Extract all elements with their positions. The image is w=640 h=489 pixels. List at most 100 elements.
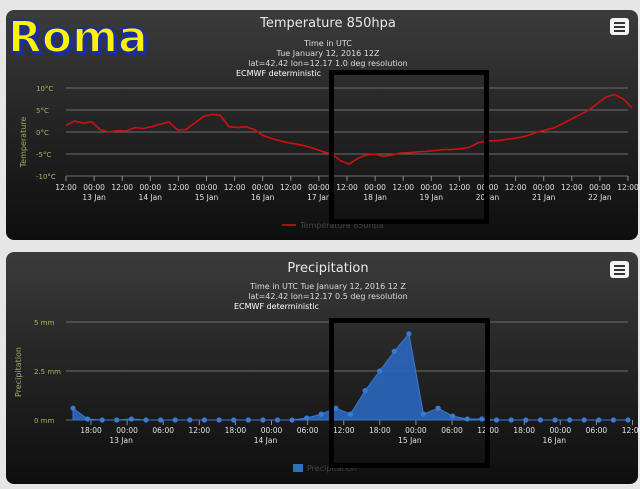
precipitation-data-point[interactable] (201, 417, 207, 423)
precipitation-x-tick-label: 18:00 (513, 426, 535, 435)
precipitation-x-tick-label: 00:00 (549, 426, 571, 435)
temperature-x-tick-label: 12:00 (617, 183, 638, 192)
precipitation-data-point[interactable] (523, 417, 529, 423)
precipitation-x-tick-label: 18:00 (369, 426, 391, 435)
temperature-x-tick-label: 00:00 (420, 183, 442, 192)
precipitation-data-point[interactable] (537, 417, 544, 423)
temperature-day-label: 19 Jan (420, 193, 444, 202)
temperature-x-tick-label: 00:00 (308, 183, 330, 192)
precipitation-data-point[interactable] (304, 415, 310, 421)
precipitation-data-point[interactable] (508, 417, 514, 423)
precipitation-data-point[interactable] (172, 417, 178, 423)
temperature-day-label: 18 Jan (363, 193, 387, 202)
temperature-subtitle-line-1: Time in UTC (303, 39, 352, 48)
precipitation-data-point[interactable] (479, 416, 485, 422)
precipitation-data-point[interactable] (99, 417, 105, 423)
precipitation-data-point[interactable] (85, 416, 91, 422)
precipitation-data-point[interactable] (494, 417, 500, 423)
precipitation-day-label: 14 Jan (254, 436, 278, 445)
temperature-y-tick-label: -10°C (36, 173, 56, 181)
precipitation-day-label: 16 Jan (543, 436, 567, 445)
precipitation-x-tick-label: 06:00 (152, 426, 174, 435)
precipitation-x-tick-label: 06:00 (297, 426, 319, 435)
precipitation-data-point[interactable] (464, 416, 470, 422)
precipitation-x-tick-label: 00:00 (405, 426, 427, 435)
temperature-x-tick-label: 00:00 (589, 183, 611, 192)
precipitation-data-point[interactable] (567, 417, 573, 423)
precipitation-legend-symbol[interactable] (293, 464, 303, 472)
precipitation-y-tick-label: 5 mm (34, 319, 54, 327)
precipitation-x-tick-label: 18:00 (225, 426, 247, 435)
precipitation-data-point[interactable] (347, 411, 354, 417)
precipitation-data-point[interactable] (406, 331, 412, 337)
precipitation-data-point[interactable] (318, 411, 324, 417)
temperature-day-label: 15 Jan (195, 193, 219, 202)
precipitation-data-point[interactable] (391, 348, 397, 354)
temperature-chart-panel: Temperature 850hpa Time in UTC Tue Janua… (6, 10, 638, 240)
precipitation-data-point[interactable] (625, 417, 631, 423)
temperature-x-tick-label: 12:00 (111, 183, 133, 192)
precipitation-day-label: 13 Jan (109, 436, 133, 445)
temperature-subtitle-line-2: Tue January 12, 2016 12Z (276, 49, 380, 58)
temperature-legend-label[interactable]: Temperature 850hpa (299, 221, 384, 230)
temperature-model-label: ECMWF deterministic (236, 69, 321, 78)
precipitation-chart: Precipitation Time in UTC Tue January 12… (14, 261, 638, 473)
temperature-x-tick-label: 00:00 (364, 183, 386, 192)
precipitation-y-tick-label: 0 mm (34, 417, 54, 425)
precipitation-y-axis-label: Precipitation (14, 347, 23, 397)
temperature-day-label: 17 Jan (307, 193, 331, 202)
precipitation-data-point[interactable] (435, 405, 441, 411)
highlight-box-temperature (329, 70, 489, 224)
temperature-day-label: 16 Jan (251, 193, 275, 202)
precipitation-data-point[interactable] (187, 417, 193, 423)
precipitation-data-point[interactable] (114, 417, 120, 423)
precipitation-x-tick-label: 06:00 (586, 426, 608, 435)
precipitation-subtitle-line-2: lat=42.42 lon=12.17 0.5 deg resolution (248, 292, 407, 301)
precipitation-data-point[interactable] (289, 417, 295, 423)
precipitation-data-point[interactable] (143, 417, 149, 423)
precipitation-x-tick-label: 06:00 (441, 426, 463, 435)
temperature-series-line (65, 93, 633, 166)
precipitation-data-point[interactable] (245, 417, 251, 423)
temperature-x-tick-label: 00:00 (252, 183, 274, 192)
temperature-y-tick-label: 0°C (36, 129, 49, 137)
precipitation-data-point[interactable] (596, 417, 602, 423)
precipitation-data-point[interactable] (581, 417, 587, 423)
temperature-x-tick-label: 00:00 (533, 183, 555, 192)
temperature-x-tick-label: 00:00 (139, 183, 161, 192)
precipitation-subtitle-line-1: Time in UTC Tue January 12, 2016 12 Z (249, 282, 406, 291)
temperature-x-tick-label: 12:00 (280, 183, 302, 192)
precipitation-menu-button[interactable] (610, 261, 629, 278)
precipitation-data-point[interactable] (158, 417, 164, 423)
temperature-x-tick-label: 12:00 (224, 183, 246, 192)
temperature-x-tick-label: 12:00 (168, 183, 190, 192)
precipitation-x-tick-label: 18:00 (80, 426, 102, 435)
precipitation-data-point[interactable] (70, 405, 76, 411)
temperature-day-label: 14 Jan (139, 193, 163, 202)
precipitation-model-label: ECMWF deterministic (234, 302, 319, 311)
precipitation-data-point[interactable] (610, 417, 617, 423)
precipitation-data-point[interactable] (231, 417, 237, 423)
highlight-box-precipitation (329, 318, 490, 468)
precipitation-data-point[interactable] (552, 417, 558, 423)
precipitation-data-point[interactable] (333, 405, 339, 411)
precipitation-x-tick-label: 12:00 (622, 426, 638, 435)
temperature-day-label: 13 Jan (82, 193, 106, 202)
precipitation-data-point[interactable] (260, 417, 266, 423)
precipitation-day-label: 15 Jan (398, 436, 422, 445)
precipitation-data-point[interactable] (274, 417, 281, 423)
precipitation-data-point[interactable] (362, 388, 368, 394)
temperature-x-tick-label: 12:00 (336, 183, 358, 192)
temperature-x-tick-label: 12:00 (561, 183, 583, 192)
precipitation-data-point[interactable] (420, 411, 427, 417)
city-logo-text: Roma (7, 12, 149, 63)
precipitation-data-point[interactable] (216, 417, 222, 423)
precipitation-data-point[interactable] (377, 368, 383, 374)
precipitation-legend-label[interactable]: Precipitation (307, 464, 357, 473)
temperature-y-axis-label: Temperature (19, 117, 28, 169)
precipitation-data-point[interactable] (450, 413, 456, 419)
temperature-menu-button[interactable] (610, 18, 629, 35)
precipitation-x-tick-label: 12:00 (333, 426, 355, 435)
precipitation-data-point[interactable] (128, 416, 134, 422)
precipitation-x-tick-label: 00:00 (261, 426, 283, 435)
